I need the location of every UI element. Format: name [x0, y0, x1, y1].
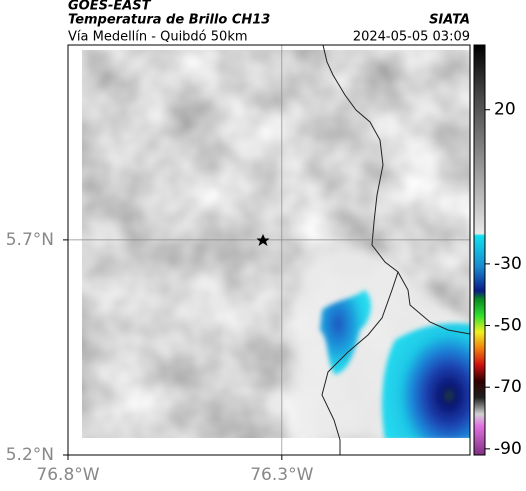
- location-marker: [256, 234, 270, 246]
- location: Vía Medellín - Quibdó 50km: [68, 30, 248, 45]
- colorbar-tick-label: -70: [494, 377, 522, 397]
- colorbar: [473, 44, 486, 456]
- colorbar-tick-label: -90: [494, 439, 522, 459]
- y-tick-label: 5.2°N: [6, 445, 54, 465]
- satellite-image: [82, 50, 470, 438]
- borders: [321, 44, 471, 455]
- subtitle: Temperatura de Brillo CH13: [68, 13, 270, 28]
- x-tick-label: 76.8°W: [36, 465, 99, 485]
- title: GOES-EAST: [68, 0, 152, 14]
- colorbar-tick-label: 20: [494, 100, 516, 120]
- map-frame: [67, 44, 471, 456]
- x-tick-label: 76.3°W: [250, 465, 313, 485]
- source: SIATA: [429, 13, 470, 28]
- y-tick-label: 5.7°N: [6, 230, 54, 250]
- datetime: 2024-05-05 03:09: [353, 30, 470, 45]
- colorbar-tick-label: -30: [494, 254, 522, 274]
- colorbar-tick-label: -50: [494, 316, 522, 336]
